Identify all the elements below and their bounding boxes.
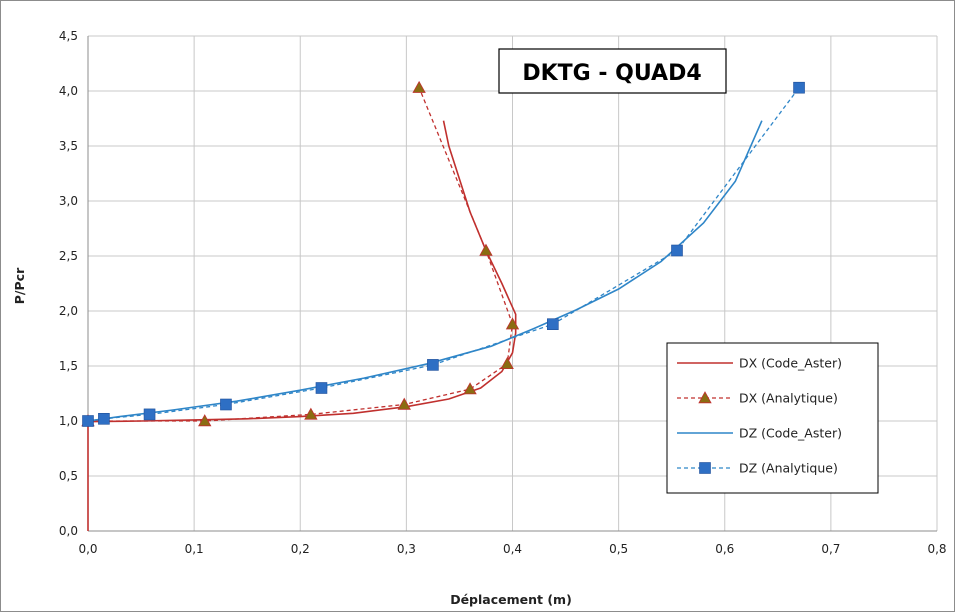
y-tick-label: 2,5 (59, 249, 78, 263)
y-tick-label: 0,5 (59, 469, 78, 483)
data-point-dx-analytique (479, 243, 493, 256)
x-tick-label: 0,0 (78, 542, 97, 556)
series-line-dx-analytique (88, 87, 514, 422)
y-tick-label: 1,0 (59, 414, 78, 428)
legend-marker (699, 462, 711, 474)
y-tick-label: 3,0 (59, 194, 78, 208)
x-tick-label: 0,7 (821, 542, 840, 556)
series-markers (81, 80, 805, 427)
data-point-dz-analytique (82, 415, 94, 427)
series-lines (87, 87, 800, 531)
data-point-dz-analytique (671, 244, 683, 257)
legend-label: DX (Code_Aster) (739, 356, 842, 371)
data-point-dz-analytique (427, 359, 439, 371)
chart-title: DKTG - QUAD4 (522, 61, 701, 86)
x-axis-title: Déplacement (m) (450, 592, 572, 607)
y-tick-label: 1,5 (59, 359, 78, 373)
data-point-dx-analytique (198, 414, 212, 427)
data-point-dx-analytique (397, 397, 411, 410)
legend-label: DX (Analytique) (739, 391, 838, 406)
data-point-dz-analytique (315, 382, 328, 394)
data-point-dz-analytique (547, 318, 559, 331)
x-tick-labels: 0,0 0,1 0,2 0,3 0,4 0,5 0,6 0,7 0,8 (78, 542, 946, 556)
legend-item: DX (Code_Aster) (677, 356, 842, 371)
legend-item: DZ (Code_Aster) (677, 426, 842, 441)
y-tick-label: 0,0 (59, 524, 78, 538)
legend-item: DX (Analytique) (677, 391, 838, 406)
data-point-dx-analytique (505, 317, 520, 330)
data-point-dx-analytique (412, 80, 426, 93)
chart-title-box: DKTG - QUAD4 (498, 48, 727, 94)
data-point-dz-analytique (793, 81, 805, 94)
y-axis-title: P/Pcr (12, 267, 27, 304)
y-tick-labels: 0,0 0,5 1,0 1,5 2,0 2,5 3,0 3,5 4,0 4,5 (59, 29, 78, 538)
series-line-dz-code-aster (87, 120, 763, 422)
y-tick-label: 2,0 (59, 304, 78, 318)
y-tick-label: 4,5 (59, 29, 78, 43)
title-border (498, 48, 727, 94)
x-tick-label: 0,5 (609, 542, 628, 556)
data-point-dx-analytique (500, 356, 514, 370)
x-tick-label: 0,8 (927, 542, 946, 556)
x-tick-label: 0,3 (397, 542, 416, 556)
data-point-dz-analytique (98, 412, 110, 425)
legend-item: DZ (Analytique) (677, 461, 838, 476)
data-point-dx-analytique (463, 382, 477, 395)
legend-label: DZ (Analytique) (739, 461, 838, 476)
x-tick-label: 0,4 (503, 542, 522, 556)
y-tick-label: 3,5 (59, 139, 78, 153)
y-tick-label: 4,0 (59, 84, 78, 98)
x-tick-label: 0,2 (291, 542, 310, 556)
legend-entries: DX (Code_Aster) DX (Analytique) DZ (Code_A… (677, 356, 842, 476)
data-point-dx-analytique (304, 407, 318, 420)
legend: DX (Code_Aster) DX (Analytique) DZ (Code_A… (666, 342, 879, 494)
data-point-dz-analytique (143, 408, 156, 421)
legend-label: DZ (Code_Aster) (739, 426, 842, 441)
data-point-dz-analytique (220, 398, 232, 411)
legend-marker (698, 391, 712, 404)
x-tick-label: 0,1 (185, 542, 204, 556)
x-tick-label: 0,6 (715, 542, 734, 556)
series-line-dz-analytique (87, 87, 800, 422)
